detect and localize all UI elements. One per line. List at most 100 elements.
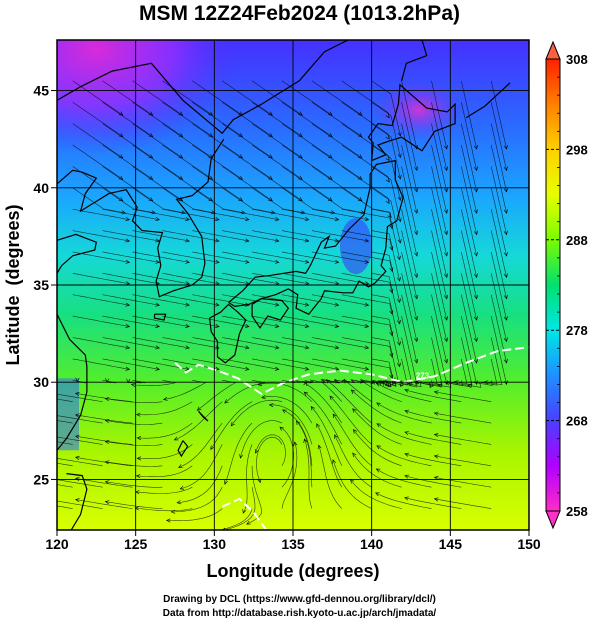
streamline-arrow xyxy=(245,366,250,371)
streamline xyxy=(281,208,339,220)
streamline xyxy=(222,208,279,220)
streamline-arrow xyxy=(282,409,287,414)
streamline xyxy=(371,251,400,303)
y-tick-label: 40 xyxy=(33,180,49,196)
streamline-arrow xyxy=(170,509,176,514)
streamline xyxy=(401,251,418,321)
streamline-arrow xyxy=(310,405,315,411)
streamline-arrow xyxy=(201,530,205,534)
streamline-arrow xyxy=(304,238,310,243)
streamline-arrow xyxy=(473,273,478,279)
streamline xyxy=(490,230,507,299)
streamline-arrow xyxy=(163,396,168,401)
streamline xyxy=(311,187,365,214)
streamline-arrow xyxy=(222,527,226,530)
wind-streamlines xyxy=(16,80,508,534)
streamline-arrow xyxy=(397,132,402,137)
streamline xyxy=(371,208,400,260)
streamline xyxy=(192,294,249,306)
streamline-arrow xyxy=(453,380,459,385)
coastlines: 273 xyxy=(57,40,529,530)
streamline-arrow xyxy=(328,154,333,159)
streamline xyxy=(371,337,399,384)
streamline-arrow xyxy=(135,474,141,479)
streamline-arrow xyxy=(268,111,273,116)
streamline-arrow xyxy=(215,323,220,328)
streamline xyxy=(72,273,130,285)
streamline xyxy=(222,144,273,180)
streamline xyxy=(230,399,283,426)
x-tick-label: 120 xyxy=(45,536,69,552)
streamline xyxy=(311,251,369,263)
streamline xyxy=(490,316,507,385)
streamline-arrow xyxy=(414,294,419,300)
streamline xyxy=(135,507,193,512)
streamline-arrow xyxy=(332,459,337,464)
colorbar-tick-label: 298 xyxy=(566,142,588,157)
streamline-arrow xyxy=(210,445,215,450)
streamline xyxy=(252,251,309,263)
streamline-arrow xyxy=(396,255,401,261)
streamline-arrow xyxy=(304,302,310,307)
streamline-arrow xyxy=(178,132,184,137)
streamline-arrow xyxy=(304,323,310,328)
streamline-arrow xyxy=(332,413,337,419)
streamline-arrow xyxy=(245,345,250,350)
streamline xyxy=(162,230,220,242)
streamline-arrow xyxy=(503,209,508,214)
streamline xyxy=(57,462,73,467)
streamline xyxy=(57,457,103,467)
streamline-arrow xyxy=(268,403,274,408)
streamline-arrow xyxy=(238,197,243,202)
x-tick-label: 145 xyxy=(439,536,463,552)
streamline xyxy=(255,434,286,466)
streamline-arrow xyxy=(75,434,80,439)
streamline-arrow xyxy=(444,316,448,321)
streamline-arrow xyxy=(75,477,80,482)
streamline xyxy=(490,294,507,363)
x-tick-label: 135 xyxy=(281,536,305,552)
streamline-arrow xyxy=(303,438,308,443)
streamline-arrow xyxy=(473,316,478,321)
streamline-arrow xyxy=(404,388,409,393)
y-tick-label: 25 xyxy=(33,471,49,487)
streamline xyxy=(401,209,418,278)
streamline-arrow xyxy=(444,209,448,214)
streamline-arrow xyxy=(16,498,20,502)
streamline-arrow xyxy=(178,111,184,116)
streamline-arrow xyxy=(136,456,142,461)
streamline-arrow xyxy=(148,175,154,180)
streamline xyxy=(341,273,393,293)
streamline-arrow xyxy=(396,298,401,304)
streamline-arrow xyxy=(215,302,220,307)
streamline-arrow xyxy=(274,259,280,264)
streamline xyxy=(375,492,432,509)
streamline xyxy=(461,187,477,257)
streamline-arrow xyxy=(357,197,363,202)
streamline xyxy=(57,505,73,509)
streamline xyxy=(105,420,163,425)
streamline xyxy=(341,144,390,183)
streamline-arrow xyxy=(389,267,394,272)
streamline xyxy=(72,294,130,306)
streamline-arrow xyxy=(75,498,80,503)
x-tick-label: 130 xyxy=(203,536,227,552)
streamline xyxy=(102,80,153,116)
coastline-segment xyxy=(66,473,88,530)
streamline xyxy=(311,294,369,306)
streamline-arrow xyxy=(211,210,216,215)
streamline xyxy=(75,457,133,467)
streamline-arrow xyxy=(376,402,381,407)
streamline xyxy=(404,475,462,488)
streamline-arrow xyxy=(16,391,20,394)
streamline-arrow xyxy=(151,210,156,215)
streamline xyxy=(132,80,183,116)
streamline xyxy=(57,484,73,488)
streamline-arrow xyxy=(274,238,280,243)
chart-figure: 273 120 125 130 135 140 145 150 25 30 35 40 45 Lon… xyxy=(3,39,588,581)
streamline-arrow xyxy=(328,197,333,202)
streamline-arrow xyxy=(257,382,263,387)
streamline-arrow xyxy=(134,506,140,511)
streamline-arrow xyxy=(215,281,220,286)
streamline-arrow xyxy=(334,217,340,221)
